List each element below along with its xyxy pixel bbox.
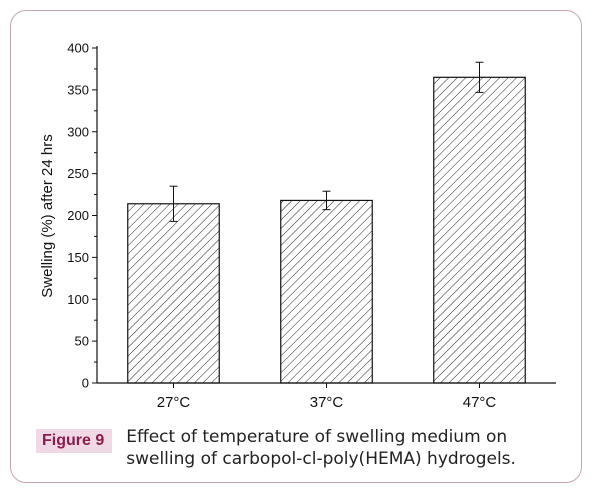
y-tick-label: 200 (67, 208, 89, 223)
figure-caption: Figure 9 Effect of temperature of swelli… (36, 426, 566, 470)
y-ticks: 0 50 100 150 200 250 300 350 400 (67, 41, 97, 391)
y-tick-label: 350 (67, 82, 89, 97)
bar (280, 199, 373, 384)
y-tick-label: 100 (67, 292, 89, 307)
x-categories: 27°C 37°C 47°C (157, 383, 497, 411)
bars (127, 61, 526, 384)
y-tick-label: 250 (67, 166, 89, 181)
y-tick-label: 0 (82, 376, 89, 391)
y-tick-label: 150 (67, 250, 89, 265)
y-tick-label: 300 (67, 124, 89, 139)
x-category-label: 37°C (310, 394, 344, 411)
y-tick-label: 400 (67, 41, 89, 56)
bar (127, 203, 220, 384)
bar (433, 76, 526, 384)
figure-label: Figure 9 (36, 429, 113, 453)
caption-text: Effect of temperature of swelling medium… (126, 427, 516, 469)
x-category-label: 27°C (157, 394, 191, 411)
bar-chart: 0 50 100 150 200 250 300 350 400 27°C 37°C 47°C Sw… (39, 41, 556, 411)
y-tick-label: 50 (75, 334, 89, 349)
x-category-label: 47°C (463, 394, 497, 411)
y-axis-label: Swelling (%) after 24 hrs (39, 134, 56, 297)
